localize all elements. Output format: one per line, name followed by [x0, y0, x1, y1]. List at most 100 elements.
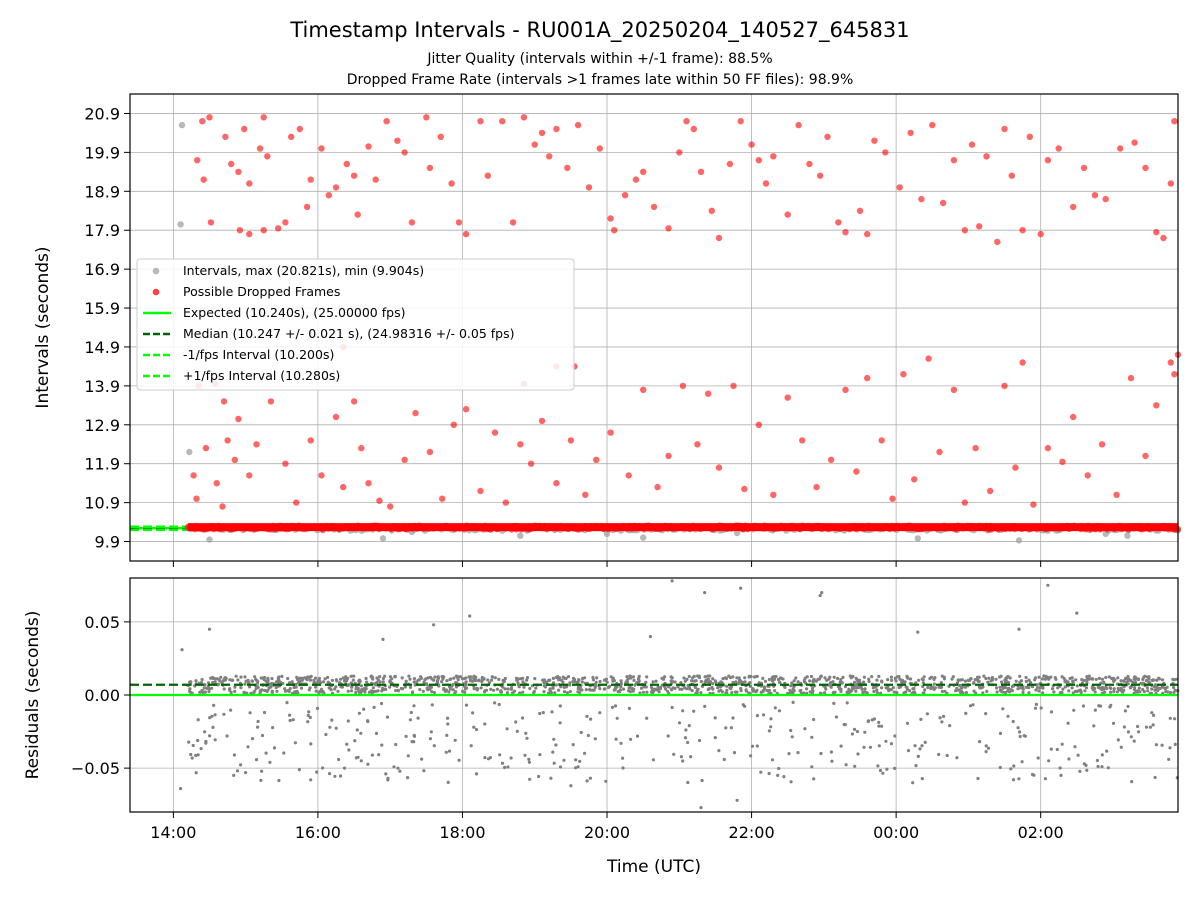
- dropped-frame-point: [676, 149, 683, 156]
- residual-point: [288, 687, 292, 691]
- residual-point: [839, 678, 843, 682]
- residual-point: [1049, 747, 1053, 751]
- residual-point: [1042, 674, 1046, 678]
- residual-point: [937, 752, 941, 757]
- residual-point: [552, 761, 556, 765]
- dropped-frame-point: [499, 118, 506, 125]
- intervals-ytick-label: 9.9: [95, 533, 120, 552]
- residual-point: [1137, 686, 1141, 690]
- residual-point: [222, 712, 226, 716]
- residual-point: [994, 677, 998, 681]
- residual-point: [435, 679, 440, 683]
- residual-point: [451, 682, 455, 687]
- residual-point: [194, 679, 198, 683]
- residual-point: [222, 687, 226, 691]
- residual-point: [1060, 675, 1064, 679]
- residual-point: [559, 685, 563, 689]
- residual-point: [761, 713, 766, 717]
- residual-point: [1168, 691, 1173, 695]
- residual-point: [852, 686, 856, 690]
- residual-point: [199, 690, 203, 694]
- residual-point: [711, 682, 715, 686]
- residual-point: [1063, 685, 1067, 689]
- residual-point: [551, 750, 555, 754]
- residual-point: [861, 691, 865, 695]
- residual-point: [1122, 725, 1126, 729]
- residual-point: [524, 731, 528, 735]
- residual-point: [914, 764, 918, 768]
- residual-point: [335, 679, 339, 683]
- dropped-frame-point: [401, 456, 408, 463]
- residual-point: [865, 691, 869, 695]
- residual-point: [884, 739, 888, 743]
- dropped-frame-point: [799, 437, 806, 444]
- dropped-frame-point: [231, 456, 238, 463]
- residual-point: [216, 682, 220, 687]
- residual-point: [480, 680, 484, 684]
- residual-point: [562, 690, 567, 694]
- residual-point: [404, 679, 408, 683]
- residual-point: [333, 774, 337, 778]
- residual-point: [787, 752, 791, 756]
- residual-point: [632, 687, 636, 691]
- residual-point: [475, 688, 479, 692]
- residual-point: [315, 770, 319, 774]
- residual-point: [291, 718, 295, 722]
- residual-point: [256, 725, 260, 729]
- residual-point: [577, 678, 581, 682]
- residual-point: [891, 686, 895, 690]
- figure-subtitle-dropped: Dropped Frame Rate (intervals >1 frames …: [347, 72, 854, 88]
- dropped-frame-point: [1070, 203, 1077, 211]
- dropped-frame-point: [1113, 491, 1120, 498]
- residual-point: [939, 685, 944, 689]
- residual-point: [371, 686, 375, 690]
- residual-point: [194, 771, 198, 775]
- intervals-legend: Intervals, max (20.821s), min (9.904s) Po…: [136, 258, 575, 391]
- dropped-frame-point: [986, 487, 994, 495]
- residual-point: [208, 716, 212, 720]
- residual-point: [977, 675, 981, 679]
- residual-point: [370, 753, 374, 757]
- residual-point: [725, 688, 729, 693]
- residual-point: [812, 717, 816, 722]
- residual-point: [362, 687, 366, 691]
- residual-point: [943, 689, 947, 693]
- residual-point: [298, 679, 302, 683]
- residual-point: [1020, 760, 1024, 764]
- residual-point: [767, 729, 772, 733]
- dropped-frame-point: [607, 429, 614, 436]
- residual-point: [288, 713, 292, 717]
- residual-point: [850, 732, 855, 736]
- residual-point: [1164, 690, 1168, 694]
- residual-point: [981, 691, 985, 695]
- residual-point: [254, 758, 259, 762]
- residual-point: [719, 680, 723, 684]
- residual-point: [477, 678, 481, 682]
- residual-point: [258, 689, 263, 693]
- residual-point: [812, 678, 816, 682]
- residual-point: [692, 709, 696, 713]
- residual-point: [277, 675, 281, 679]
- residual-point: [735, 798, 739, 802]
- dropped-frame-point: [246, 230, 253, 238]
- residual-point: [1084, 686, 1089, 690]
- residual-point: [691, 676, 695, 680]
- residual-point: [1172, 685, 1176, 690]
- dropped-frame-point: [477, 487, 484, 495]
- residual-point: [852, 680, 857, 685]
- residual-point: [894, 679, 898, 683]
- residual-point: [430, 690, 434, 694]
- residual-point: [774, 674, 778, 679]
- residual-point: [1116, 738, 1120, 742]
- residual-point: [218, 679, 222, 683]
- residual-point: [1009, 767, 1013, 771]
- legend-entry-label: Intervals, max (20.821s), min (9.904s): [183, 263, 424, 278]
- dropped-frame-point: [679, 382, 687, 390]
- residual-point: [400, 687, 405, 691]
- residual-point: [1174, 677, 1178, 681]
- residual-point: [248, 711, 252, 715]
- dropped-frame-point: [968, 141, 976, 148]
- dropped-frame-point: [900, 371, 907, 378]
- residual-point: [428, 675, 433, 680]
- residual-point: [1021, 687, 1025, 691]
